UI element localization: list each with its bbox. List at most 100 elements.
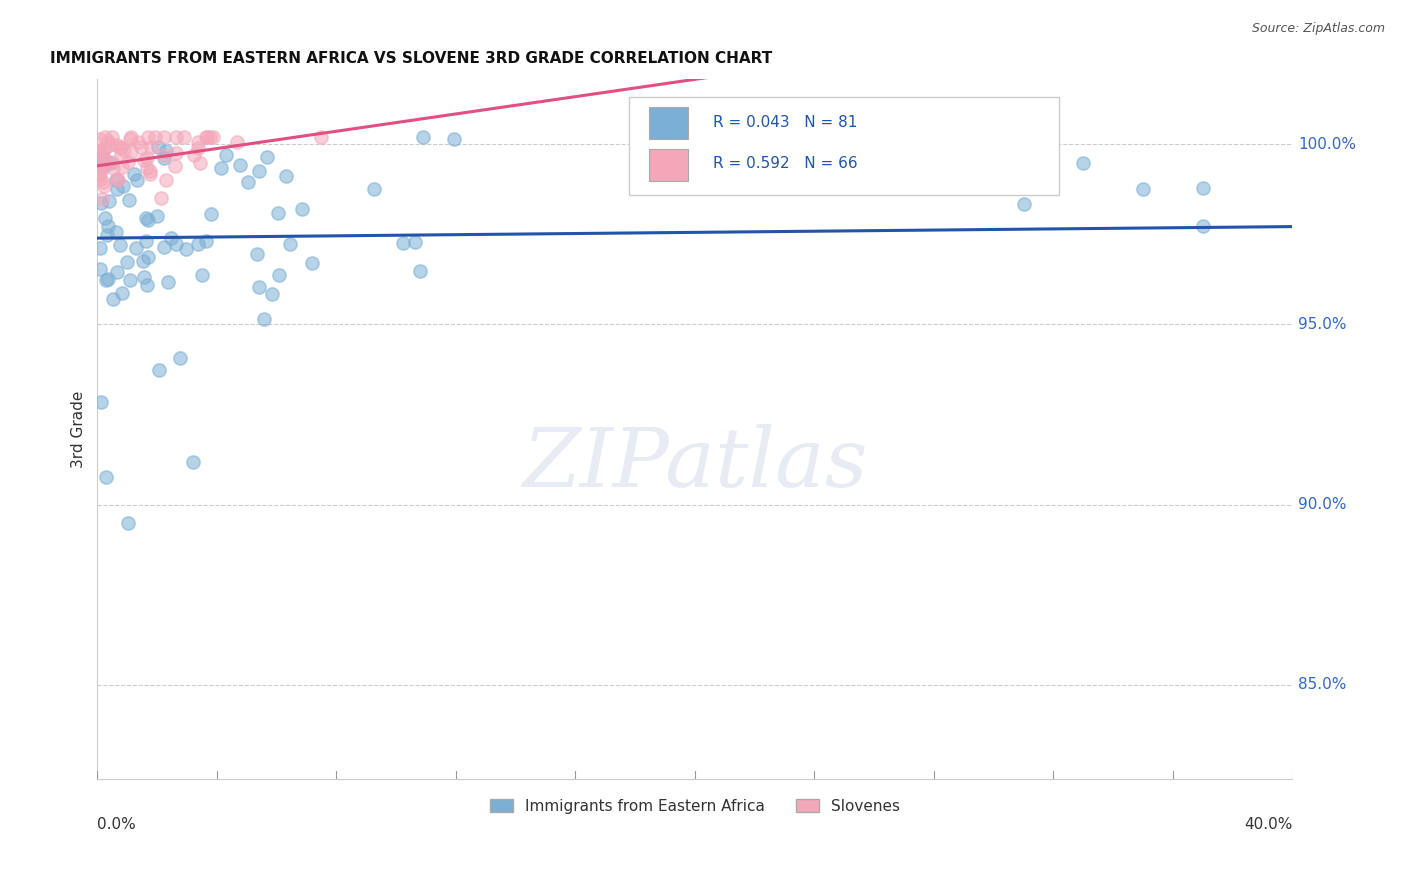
Text: Source: ZipAtlas.com: Source: ZipAtlas.com xyxy=(1251,22,1385,36)
Point xyxy=(90,395,112,409)
Point xyxy=(165,130,187,145)
Point xyxy=(110,147,132,161)
Point xyxy=(150,191,173,205)
Point xyxy=(110,140,132,154)
Point xyxy=(103,292,125,306)
Point xyxy=(215,148,238,162)
Point xyxy=(131,253,153,268)
Point xyxy=(165,237,187,252)
Point xyxy=(187,136,209,150)
Point xyxy=(238,175,260,189)
Point xyxy=(291,202,314,217)
Point xyxy=(107,173,129,187)
Point xyxy=(89,143,111,157)
Point xyxy=(135,211,157,225)
Point xyxy=(104,225,127,239)
Point xyxy=(94,130,117,145)
Point xyxy=(169,351,191,366)
Text: 95.0%: 95.0% xyxy=(1298,317,1347,332)
Point xyxy=(173,130,195,145)
Point xyxy=(96,228,118,243)
FancyBboxPatch shape xyxy=(628,97,1059,194)
Point xyxy=(443,132,465,146)
Point xyxy=(138,167,160,181)
Point xyxy=(139,164,162,178)
Point xyxy=(187,141,209,155)
Point xyxy=(89,153,111,168)
Point xyxy=(94,211,117,226)
Point xyxy=(195,130,218,145)
Point xyxy=(97,272,120,286)
Point xyxy=(115,255,138,269)
FancyBboxPatch shape xyxy=(650,149,688,181)
Point xyxy=(160,231,183,245)
Point xyxy=(1191,181,1213,195)
Point xyxy=(155,144,177,158)
Point xyxy=(89,166,111,180)
Y-axis label: 3rd Grade: 3rd Grade xyxy=(72,390,86,467)
Point xyxy=(247,164,270,178)
Point xyxy=(105,182,128,196)
Point xyxy=(120,272,142,286)
Point xyxy=(129,140,152,154)
Point xyxy=(246,246,269,260)
Point xyxy=(174,242,197,256)
Point xyxy=(187,236,209,251)
Point xyxy=(183,148,205,162)
Point xyxy=(89,172,111,186)
Point xyxy=(922,130,945,145)
Point xyxy=(103,161,125,175)
Point xyxy=(301,256,323,270)
Point xyxy=(89,242,111,256)
Point xyxy=(135,161,157,175)
Point xyxy=(112,143,135,157)
Point xyxy=(98,194,121,208)
Point xyxy=(135,278,157,293)
Point xyxy=(89,166,111,180)
Point xyxy=(93,143,115,157)
Point xyxy=(105,171,128,186)
Point xyxy=(97,156,120,170)
Point xyxy=(104,173,127,187)
Point xyxy=(89,262,111,277)
Point xyxy=(225,135,247,149)
Point xyxy=(228,159,250,173)
Point xyxy=(89,161,111,176)
Point xyxy=(165,145,187,160)
Point xyxy=(260,287,283,301)
Point xyxy=(256,150,278,164)
Point xyxy=(98,138,121,153)
Point xyxy=(125,241,148,255)
Text: IMMIGRANTS FROM EASTERN AFRICA VS SLOVENE 3RD GRADE CORRELATION CHART: IMMIGRANTS FROM EASTERN AFRICA VS SLOVEN… xyxy=(49,51,772,66)
Point xyxy=(136,250,159,264)
Point xyxy=(191,268,214,282)
Point xyxy=(267,268,290,283)
Point xyxy=(155,173,177,187)
Point xyxy=(404,235,426,250)
Point xyxy=(127,135,149,149)
Text: ZIPatlas: ZIPatlas xyxy=(522,424,868,504)
Point xyxy=(209,161,232,176)
Point xyxy=(392,235,415,250)
Point xyxy=(117,193,139,207)
Point xyxy=(127,173,149,187)
Point xyxy=(311,130,333,145)
Point xyxy=(188,156,211,170)
Point xyxy=(111,285,134,300)
Point xyxy=(139,140,162,154)
Point xyxy=(274,169,297,183)
Point xyxy=(146,209,169,223)
Point xyxy=(91,175,114,189)
Point xyxy=(122,167,145,181)
Text: 90.0%: 90.0% xyxy=(1298,497,1347,512)
Point xyxy=(134,269,156,284)
Point xyxy=(152,130,174,145)
Legend: Immigrants from Eastern Africa, Slovenes: Immigrants from Eastern Africa, Slovenes xyxy=(484,792,905,820)
Text: 0.0%: 0.0% xyxy=(97,817,136,832)
Point xyxy=(202,130,225,145)
Point xyxy=(120,130,142,145)
Point xyxy=(1012,197,1035,211)
Point xyxy=(143,130,166,145)
Point xyxy=(148,140,170,154)
Point xyxy=(412,130,434,145)
